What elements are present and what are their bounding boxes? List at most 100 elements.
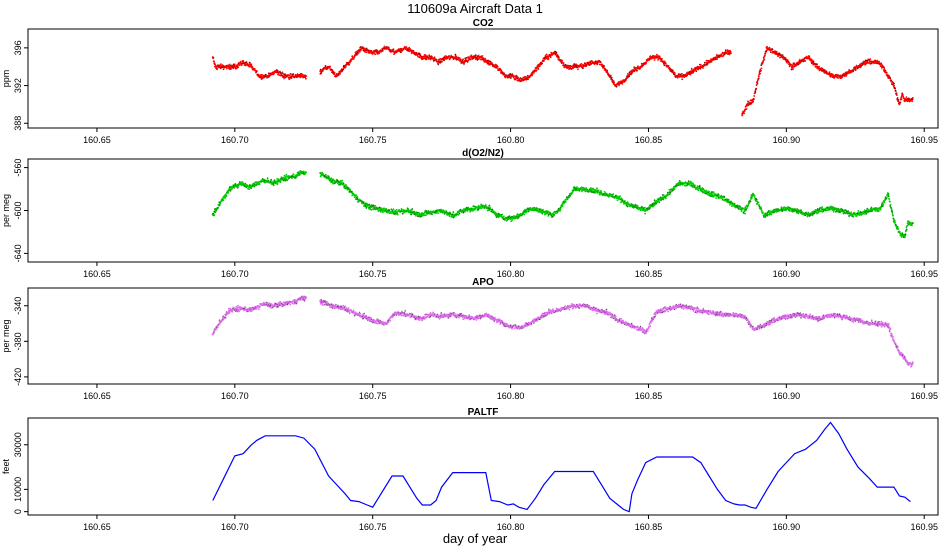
data-point-dark xyxy=(232,66,234,69)
data-point-dark xyxy=(284,180,287,182)
data-point-dark xyxy=(235,68,237,71)
y-tick-label: 388 xyxy=(13,116,23,131)
data-point-dark xyxy=(339,184,341,186)
data-point-dark xyxy=(669,67,671,69)
data-point-anchor xyxy=(214,209,217,212)
data-point xyxy=(828,71,831,74)
data-point xyxy=(370,209,373,211)
data-point-dark xyxy=(263,74,265,77)
data-point-anchor xyxy=(630,70,633,73)
data-point-dark xyxy=(229,63,231,65)
data-point-dark xyxy=(292,73,294,75)
data-point-anchor xyxy=(876,61,879,63)
data-point xyxy=(374,53,377,56)
data-point-dark xyxy=(812,61,815,63)
data-point-dark xyxy=(452,210,454,213)
data-point-dark xyxy=(283,78,285,80)
data-point xyxy=(425,214,427,217)
data-point xyxy=(621,82,624,85)
y-tick-label: 392 xyxy=(13,78,23,93)
data-point-anchor xyxy=(815,65,818,68)
data-point-dark xyxy=(553,214,555,216)
data-point-anchor xyxy=(393,51,396,54)
data-point-anchor xyxy=(606,193,609,196)
data-point-anchor xyxy=(374,207,377,210)
data-point xyxy=(279,181,282,184)
data-point-dark xyxy=(537,68,540,70)
data-point-dark xyxy=(382,49,384,52)
data-point-anchor xyxy=(658,56,661,59)
data-point xyxy=(681,72,683,75)
data-point-dark xyxy=(633,66,635,68)
data-point xyxy=(482,57,485,60)
data-point-dark xyxy=(894,87,896,90)
data-point-anchor xyxy=(495,65,498,68)
data-point xyxy=(681,78,684,81)
data-point-anchor xyxy=(454,56,457,59)
data-point xyxy=(462,58,464,61)
data-point-dark xyxy=(541,62,543,65)
data-point xyxy=(500,69,503,72)
data-point-anchor xyxy=(614,84,617,87)
data-point-anchor xyxy=(242,61,245,63)
data-point xyxy=(883,68,886,70)
data-point-dark xyxy=(895,91,898,94)
data-point-dark xyxy=(443,59,445,62)
data-point-dark xyxy=(488,204,491,206)
data-point-anchor xyxy=(504,75,507,78)
data-point-dark xyxy=(463,63,465,66)
data-point xyxy=(229,68,232,70)
data-point-dark xyxy=(533,72,535,75)
data-point xyxy=(558,57,560,59)
y-tick-label: 396 xyxy=(13,40,23,55)
data-point xyxy=(559,209,562,212)
data-point-dark xyxy=(283,180,285,182)
data-point-anchor xyxy=(650,56,653,59)
data-point xyxy=(804,60,807,62)
data-point xyxy=(431,213,433,216)
data-point xyxy=(777,55,779,58)
data-point-dark xyxy=(451,213,454,215)
data-point xyxy=(763,58,766,61)
data-point xyxy=(255,71,257,74)
data-point-anchor xyxy=(584,188,586,190)
data-point-dark xyxy=(245,61,248,63)
data-point-anchor xyxy=(335,75,338,78)
data-point xyxy=(837,77,839,79)
data-point-dark xyxy=(725,49,727,51)
data-point xyxy=(437,63,440,66)
data-point-dark xyxy=(754,91,757,93)
data-point-dark xyxy=(776,50,778,53)
data-point-dark xyxy=(510,77,512,80)
data-point xyxy=(645,62,648,64)
data-point xyxy=(544,213,546,216)
data-point xyxy=(290,77,293,79)
data-point-dark xyxy=(771,48,774,50)
data-point xyxy=(643,206,646,209)
data-point xyxy=(352,58,355,60)
data-point-anchor xyxy=(319,171,322,174)
data-point-dark xyxy=(486,63,489,65)
data-point-dark xyxy=(897,99,899,101)
data-point xyxy=(616,199,619,202)
data-point xyxy=(441,60,443,63)
data-point xyxy=(232,67,235,70)
data-point-anchor xyxy=(545,56,548,59)
data-point xyxy=(425,58,428,61)
data-point-dark xyxy=(515,78,517,80)
data-point-dark xyxy=(758,77,760,80)
data-point-anchor xyxy=(327,65,330,68)
data-point xyxy=(612,193,615,196)
data-point xyxy=(531,73,534,76)
data-point-dark xyxy=(458,213,461,215)
data-point-dark xyxy=(493,66,495,69)
data-point xyxy=(653,59,656,61)
data-point-anchor xyxy=(437,61,440,63)
data-point-anchor xyxy=(537,65,540,68)
data-point-dark xyxy=(476,57,478,59)
data-point-dark xyxy=(861,64,863,67)
data-point-dark xyxy=(825,70,828,73)
data-point-anchor xyxy=(283,75,286,78)
x-tick-label: 160.95 xyxy=(910,135,938,145)
